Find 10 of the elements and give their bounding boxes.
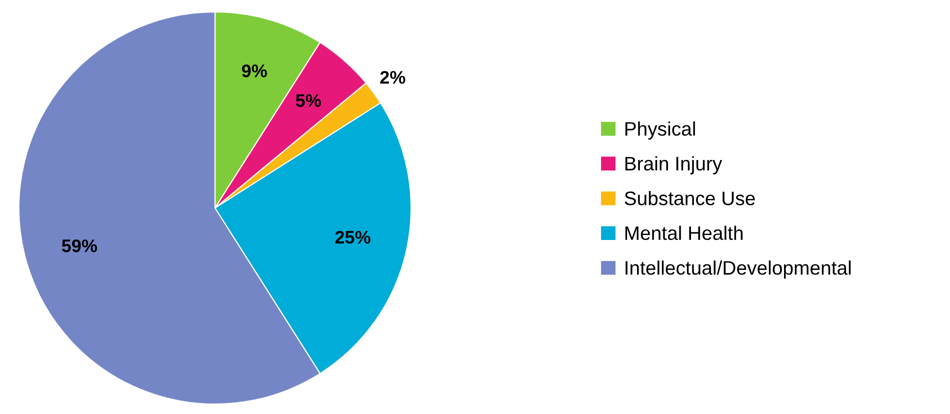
data-label: 25%: [335, 230, 370, 244]
legend-label: Mental Health: [625, 226, 743, 240]
data-label: 9%: [242, 64, 267, 78]
data-label: 2%: [380, 70, 406, 84]
legend-label: Intellectual/Developmental: [626, 260, 851, 279]
legend-label: Substance Use: [624, 190, 755, 206]
legend-label: Brain Injury: [625, 156, 722, 174]
data-label: 5%: [296, 94, 321, 107]
legend-label: Physical: [625, 121, 695, 140]
data-label: 59%: [62, 239, 98, 252]
